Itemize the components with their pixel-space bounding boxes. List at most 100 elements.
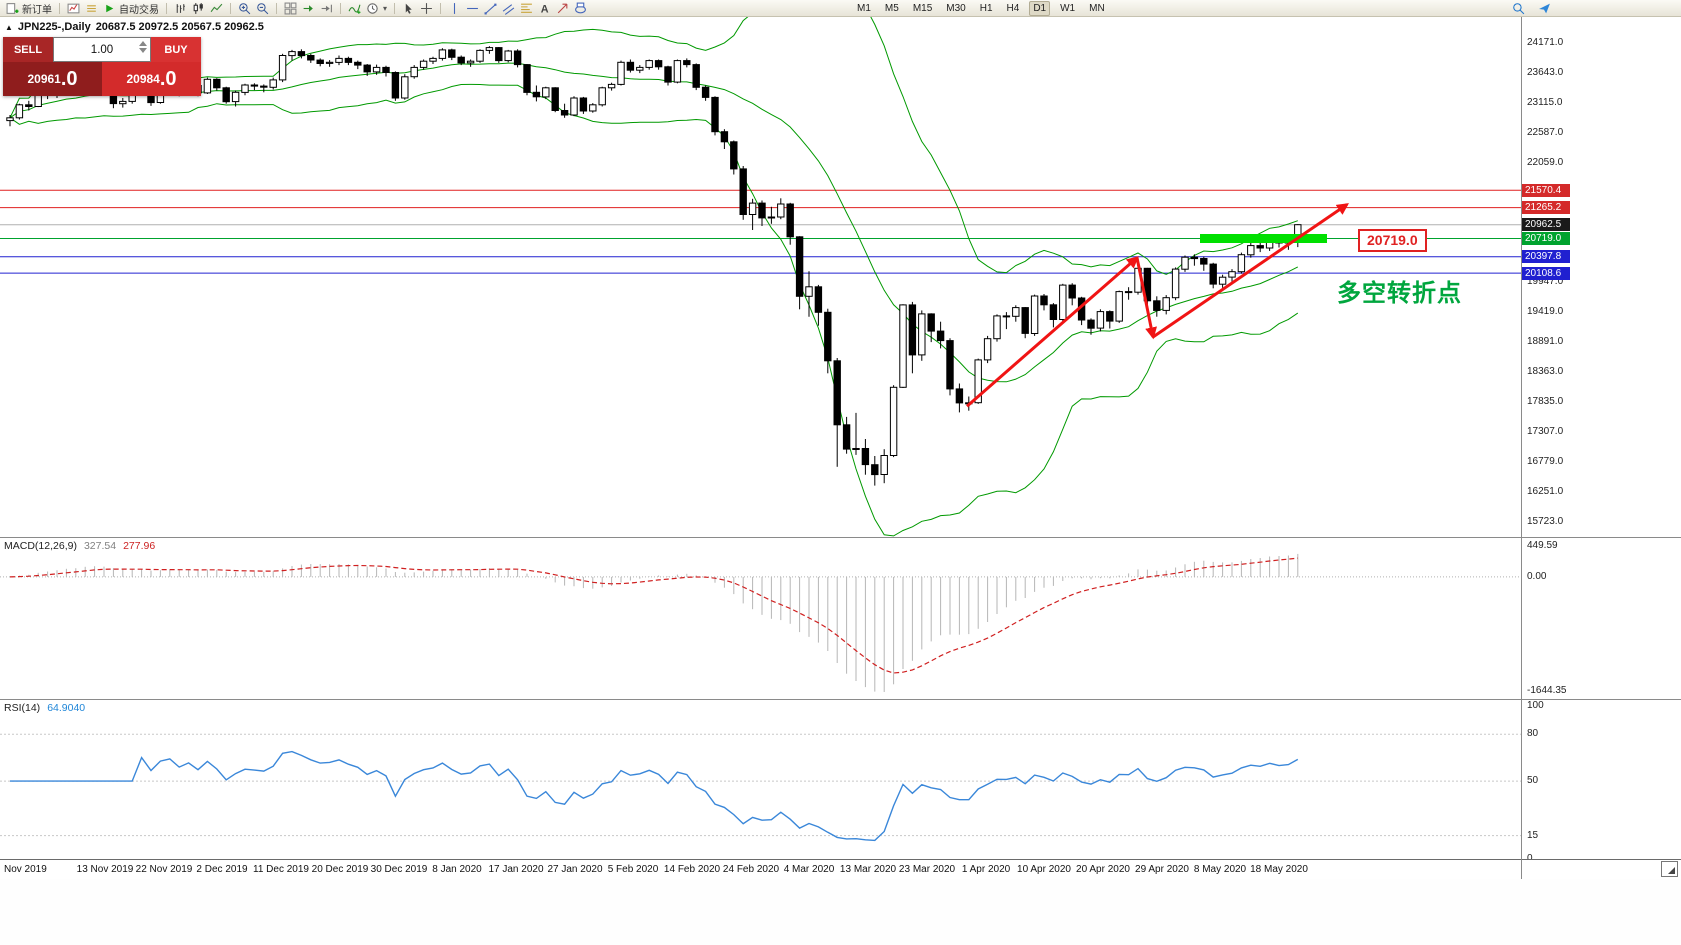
search-icon: [1513, 3, 1525, 15]
rsi-axis: 100 80 50 15 0: [1521, 700, 1681, 859]
zoom-in-button[interactable]: [236, 1, 253, 16]
channel-button[interactable]: [500, 1, 517, 16]
volume-spinner: [139, 41, 147, 53]
text-label-button[interactable]: A: [536, 1, 553, 16]
toolbar-right-group: [1510, 1, 1553, 16]
buy-button[interactable]: BUY: [151, 37, 201, 62]
trendline-button[interactable]: [482, 1, 499, 16]
sell-button[interactable]: SELL: [3, 37, 53, 62]
toolbar-separator: [394, 2, 396, 14]
charts-window-button[interactable]: [65, 1, 82, 16]
turning-point-note[interactable]: 多空转折点: [1337, 280, 1462, 307]
rsi-axis-label: 15: [1527, 830, 1539, 841]
toolbar-separator: [166, 2, 167, 14]
toolbar-separator: [59, 2, 60, 14]
line-chart-type-button[interactable]: [208, 1, 225, 16]
time-axis-label: 17 Jan 2020: [488, 864, 544, 875]
timeframe-m30[interactable]: M30: [946, 3, 966, 14]
time-axis-label: 20 Dec 2019: [311, 864, 369, 875]
periods-button[interactable]: ▾: [364, 1, 389, 16]
timeframe-m15[interactable]: M15: [912, 3, 933, 14]
new-order-button[interactable]: 新订单: [4, 1, 54, 16]
price-level-label: 21265.2: [1522, 201, 1570, 214]
chart-title-row: ▲ JPN225-,Daily 20687.5 20972.5 20567.5 …: [5, 21, 264, 33]
time-axis-label: 5 Feb 2020: [607, 864, 659, 875]
volume-up-button[interactable]: [139, 41, 147, 46]
chevron-down-icon: ▾: [383, 3, 388, 13]
time-axis-label: 20 Apr 2020: [1076, 864, 1130, 875]
volume-down-button[interactable]: [139, 48, 147, 53]
cursor-button[interactable]: [400, 1, 417, 16]
svg-text:A: A: [541, 3, 549, 15]
bollinger-bands: [9, 17, 1299, 537]
chart-shift-icon: [321, 4, 332, 12]
zoom-out-button[interactable]: [254, 1, 271, 16]
candlestick-type-button[interactable]: [190, 1, 207, 16]
tile-windows-button[interactable]: [282, 1, 299, 16]
time-axis-label: 4 Mar 2020: [783, 864, 835, 875]
shapes-button[interactable]: [572, 1, 589, 16]
macd-signal-value: 277.96: [123, 540, 156, 552]
price-axis: 24171.0 23643.0 23115.0 22587.0 22059.0 19947…: [1521, 17, 1681, 537]
level-lines: [0, 189, 1521, 274]
bar-chart-type-button[interactable]: [172, 1, 189, 16]
timeframe-w1[interactable]: W1: [1060, 3, 1076, 14]
horizontal-line-button[interactable]: [464, 1, 481, 16]
timeframe-mn[interactable]: MN: [1089, 3, 1105, 14]
rsi-name: RSI(14): [4, 702, 41, 714]
send-button[interactable]: [1536, 1, 1553, 16]
volume-input[interactable]: 1.00: [53, 37, 151, 62]
macd-canvas[interactable]: [0, 538, 1521, 699]
price-axis-tick: 23643.0: [1527, 67, 1564, 78]
timeframe-h1[interactable]: H1: [979, 3, 993, 14]
chart-shift-button[interactable]: [318, 1, 335, 16]
timeframe-m5[interactable]: M5: [884, 3, 899, 14]
chart-symbol-period: JPN225-,Daily: [17, 21, 91, 33]
crosshair-button[interactable]: [418, 1, 435, 16]
search-button[interactable]: [1510, 1, 1527, 16]
rsi-axis-label: 80: [1527, 728, 1539, 739]
time-axis-label: 22 Nov 2019: [135, 864, 193, 875]
timeframe-d1[interactable]: D1: [1029, 1, 1051, 16]
indicators-button[interactable]: [346, 1, 363, 16]
chart-ohlc-values: 20687.5 20972.5 20567.5 20962.5: [95, 21, 264, 33]
price-tag-label[interactable]: 20719.0: [1358, 229, 1427, 252]
arrows-object-button[interactable]: [554, 1, 571, 16]
vertical-line-button[interactable]: [446, 1, 463, 16]
timeframe-m1[interactable]: M1: [857, 3, 871, 14]
price-level-label: 20719.0: [1522, 232, 1570, 245]
price-axis-tick: 24171.0: [1527, 37, 1564, 48]
axis-border-line: [1521, 17, 1522, 879]
macd-axis-label: 0.00: [1527, 571, 1547, 582]
rsi-axis-label: 0: [1527, 853, 1533, 860]
time-axis-label: 18 May 2020: [1250, 864, 1308, 875]
support-zone-rect: [1200, 234, 1327, 243]
zoom-in-icon: [239, 2, 251, 14]
price-chart-canvas[interactable]: [0, 17, 1521, 537]
rsi-canvas[interactable]: [0, 700, 1521, 859]
profiles-button[interactable]: [83, 1, 100, 16]
autotrade-button[interactable]: 自动交易: [101, 1, 161, 16]
vertical-line-icon: [453, 2, 456, 14]
sell-price[interactable]: 20961.0: [3, 62, 102, 96]
buy-price[interactable]: 20984.0: [102, 62, 201, 96]
scroll-corner-box[interactable]: [1661, 861, 1678, 877]
candlestick-type-icon: [193, 2, 203, 14]
price-axis-tick: 15723.0: [1527, 516, 1564, 527]
horizontal-line-icon: [467, 7, 478, 9]
buy-price-pips: .0: [159, 68, 177, 90]
price-axis-tick: 18891.0: [1527, 336, 1564, 347]
timeframe-h4[interactable]: H4: [1006, 3, 1020, 14]
profiles-icon: [87, 4, 96, 12]
fibonacci-button[interactable]: [518, 1, 535, 16]
time-axis-label: 24 Feb 2020: [722, 864, 780, 875]
trend-arrows: [966, 203, 1349, 408]
auto-scroll-button[interactable]: [300, 1, 317, 16]
time-axis-label: 8 Jan 2020: [432, 864, 482, 875]
macd-name: MACD(12,26,9): [4, 540, 77, 552]
price-level-label: 20962.5: [1522, 218, 1570, 231]
price-axis-tick: 17835.0: [1527, 396, 1564, 407]
autotrade-play-icon: [106, 4, 114, 12]
price-axis-tick: 19947.0: [1527, 276, 1564, 287]
price-level-label: 21570.4: [1522, 184, 1570, 197]
